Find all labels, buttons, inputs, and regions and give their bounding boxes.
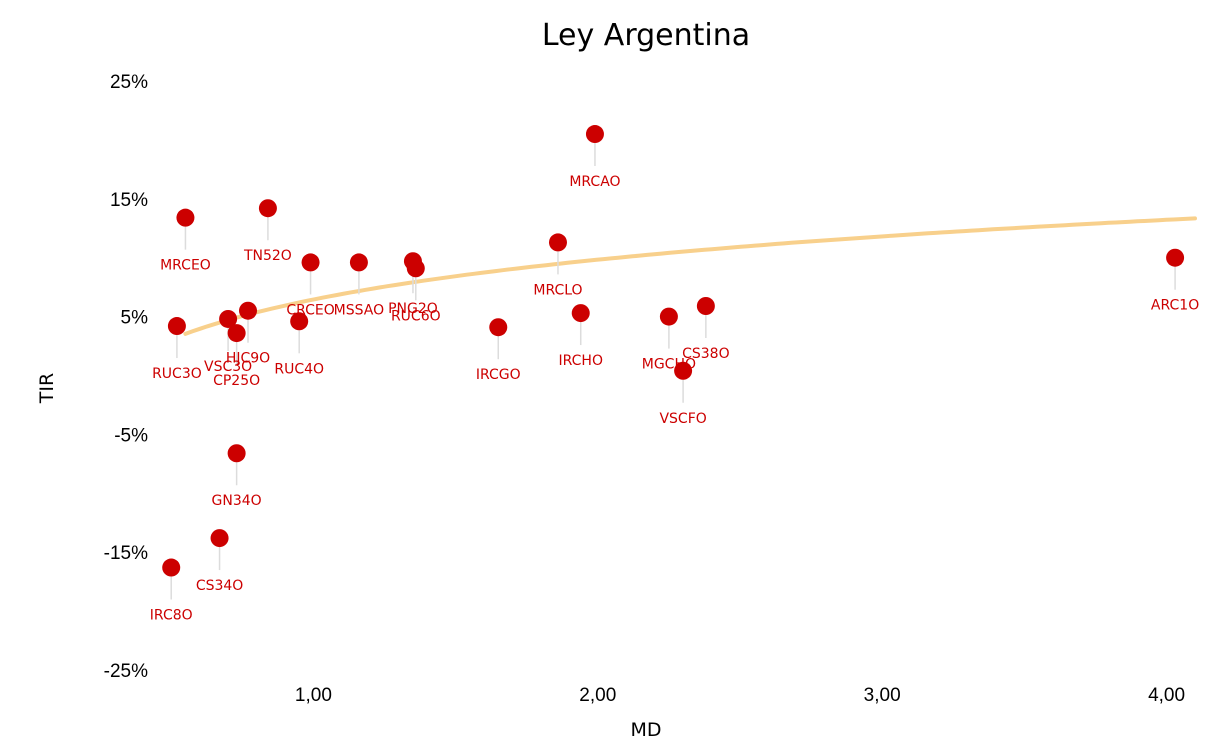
- data-label: HJC9O: [226, 351, 270, 367]
- data-label: MSSAO: [334, 302, 384, 318]
- x-tick-label: 4,00: [1148, 685, 1185, 706]
- data-point: [162, 558, 181, 577]
- x-tick-label: 3,00: [864, 685, 901, 706]
- data-label: MRCAO: [569, 174, 620, 190]
- y-tick-label: 5%: [121, 308, 149, 329]
- y-tick-label: -25%: [104, 661, 148, 682]
- data-point: [210, 529, 229, 548]
- data-label: VSC3O: [204, 359, 252, 375]
- data-point: [548, 233, 567, 252]
- data-label: TN52O: [243, 248, 292, 264]
- data-label: PNG2O: [388, 301, 438, 317]
- data-point: [290, 312, 309, 331]
- data-point: [585, 125, 604, 144]
- data-label: ARC1O: [1151, 298, 1199, 314]
- data-label: IRCGO: [476, 367, 521, 383]
- data-point: [696, 296, 715, 315]
- y-tick-label: 25%: [110, 72, 148, 93]
- data-point: [239, 301, 258, 320]
- data-point: [674, 361, 693, 380]
- data-label: CS34O: [196, 578, 244, 594]
- data-label: RUC3O: [152, 366, 202, 382]
- data-point: [301, 253, 320, 272]
- y-tick-label: -15%: [104, 543, 148, 564]
- data-point: [167, 317, 186, 336]
- data-label: VSCFO: [659, 411, 706, 427]
- data-point: [176, 208, 195, 227]
- data-label: MGCHO: [642, 357, 696, 373]
- data-label: CS38O: [682, 346, 730, 362]
- data-points: [162, 125, 1185, 577]
- data-point: [258, 199, 277, 218]
- trendline-layer: [183, 216, 1197, 336]
- data-point: [219, 309, 238, 328]
- data-label: MRCEO: [160, 258, 211, 274]
- data-label: RUC4O: [274, 361, 324, 377]
- data-label: RUC6O: [391, 308, 441, 324]
- data-point: [406, 259, 425, 278]
- data-point: [659, 307, 678, 326]
- data-point: [489, 318, 508, 337]
- x-axis-label: MD: [630, 719, 661, 741]
- x-tick-label: 2,00: [579, 685, 616, 706]
- data-point: [227, 324, 246, 343]
- data-label: GN34O: [212, 493, 262, 509]
- chart-title: Ley Argentina: [542, 18, 750, 53]
- trendline: [183, 216, 1197, 336]
- y-tick-label: -5%: [114, 425, 148, 446]
- data-point: [1166, 248, 1185, 267]
- data-point: [349, 253, 368, 272]
- data-label: CRCEO: [286, 302, 334, 318]
- x-tick-label: 1,00: [295, 685, 332, 706]
- data-point: [227, 444, 246, 463]
- y-tick-label: 15%: [110, 190, 148, 211]
- data-label: IRC8O: [150, 608, 193, 624]
- x-axis-ticks: 1,00 2,00 3,00 4,00: [295, 685, 1185, 706]
- y-axis-ticks: -25% -15% -5% 5% 15% 25%: [104, 72, 148, 682]
- data-label: MRCLO: [533, 282, 582, 298]
- data-label: CP25O: [213, 373, 260, 389]
- data-point: [571, 304, 590, 323]
- data-label: IRCHO: [558, 353, 602, 369]
- y-axis-label: TIR: [36, 373, 58, 404]
